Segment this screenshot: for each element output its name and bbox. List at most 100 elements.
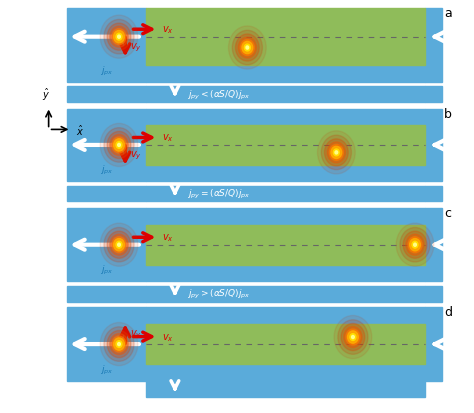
- Ellipse shape: [114, 338, 124, 350]
- Ellipse shape: [114, 140, 124, 152]
- Text: $v_y$: $v_y$: [130, 328, 142, 340]
- Ellipse shape: [335, 152, 337, 154]
- Text: $v_y$: $v_y$: [130, 150, 142, 162]
- Ellipse shape: [400, 228, 430, 262]
- Ellipse shape: [236, 35, 259, 62]
- Text: $j_{px}$: $j_{px}$: [100, 64, 113, 78]
- Text: d: d: [444, 306, 452, 318]
- Text: $v_y$: $v_y$: [130, 42, 142, 54]
- Bar: [146, 209, 425, 225]
- Ellipse shape: [333, 150, 339, 157]
- Ellipse shape: [341, 324, 365, 351]
- Bar: [425, 109, 442, 182]
- Bar: [146, 381, 425, 397]
- Bar: [67, 308, 146, 381]
- Ellipse shape: [114, 239, 124, 251]
- Ellipse shape: [112, 138, 126, 154]
- Ellipse shape: [110, 27, 128, 48]
- Bar: [146, 109, 425, 126]
- Text: $j_{px}$: $j_{px}$: [100, 263, 113, 277]
- Bar: [425, 87, 442, 103]
- Ellipse shape: [116, 341, 122, 348]
- Ellipse shape: [344, 327, 362, 348]
- Bar: [146, 324, 425, 364]
- Ellipse shape: [240, 40, 255, 57]
- Ellipse shape: [104, 327, 134, 361]
- Ellipse shape: [110, 135, 128, 156]
- Text: b: b: [444, 107, 452, 120]
- Ellipse shape: [246, 47, 249, 50]
- Text: $j_{px}$: $j_{px}$: [100, 164, 113, 177]
- Ellipse shape: [112, 336, 126, 352]
- Ellipse shape: [107, 132, 131, 159]
- Ellipse shape: [116, 142, 122, 149]
- Ellipse shape: [245, 45, 250, 52]
- Bar: [146, 66, 425, 83]
- Ellipse shape: [116, 242, 122, 249]
- Bar: [425, 286, 442, 302]
- Ellipse shape: [104, 20, 134, 55]
- Bar: [425, 209, 442, 282]
- Ellipse shape: [100, 16, 138, 59]
- Ellipse shape: [112, 30, 126, 45]
- Ellipse shape: [107, 331, 131, 358]
- Bar: [146, 165, 425, 182]
- Ellipse shape: [118, 36, 120, 39]
- Text: $\hat{x}$: $\hat{x}$: [76, 123, 84, 137]
- Bar: [67, 9, 146, 83]
- Text: $v_x$: $v_x$: [162, 331, 173, 343]
- Ellipse shape: [116, 34, 122, 41]
- Ellipse shape: [408, 237, 422, 253]
- Ellipse shape: [110, 235, 128, 256]
- Text: $\hat{y}$: $\hat{y}$: [43, 86, 51, 102]
- Ellipse shape: [406, 235, 424, 256]
- Ellipse shape: [403, 232, 427, 259]
- Bar: [146, 308, 425, 324]
- Bar: [146, 286, 425, 302]
- Ellipse shape: [412, 242, 418, 249]
- Bar: [67, 87, 146, 103]
- Ellipse shape: [238, 38, 256, 59]
- Ellipse shape: [100, 223, 138, 267]
- Ellipse shape: [228, 27, 266, 70]
- Ellipse shape: [100, 323, 138, 366]
- Text: $j_{px}$: $j_{px}$: [100, 363, 113, 376]
- Ellipse shape: [118, 244, 120, 247]
- Ellipse shape: [396, 223, 434, 267]
- Ellipse shape: [242, 42, 253, 55]
- Ellipse shape: [347, 331, 358, 343]
- Ellipse shape: [334, 316, 372, 359]
- Ellipse shape: [329, 145, 343, 161]
- Ellipse shape: [350, 334, 356, 341]
- Bar: [146, 9, 425, 66]
- Ellipse shape: [114, 31, 124, 44]
- Bar: [146, 225, 425, 265]
- Bar: [67, 109, 146, 182]
- Ellipse shape: [107, 232, 131, 259]
- Text: $j_{py} > (\alpha S/Q)j_{px}$: $j_{py} > (\alpha S/Q)j_{px}$: [187, 287, 251, 301]
- Ellipse shape: [100, 124, 138, 167]
- Text: $v_x$: $v_x$: [162, 24, 173, 36]
- Ellipse shape: [331, 147, 342, 159]
- Ellipse shape: [104, 228, 134, 262]
- Ellipse shape: [110, 334, 128, 355]
- Bar: [146, 265, 425, 282]
- Ellipse shape: [410, 239, 420, 251]
- Bar: [67, 209, 146, 282]
- Bar: [146, 87, 425, 103]
- Bar: [146, 364, 425, 381]
- Text: c: c: [444, 206, 451, 219]
- Bar: [67, 186, 146, 202]
- Bar: [425, 308, 442, 381]
- Text: $j_{py} = (\alpha S/Q)j_{px}$: $j_{py} = (\alpha S/Q)j_{px}$: [187, 188, 251, 201]
- Bar: [146, 186, 425, 202]
- Ellipse shape: [318, 131, 355, 175]
- Ellipse shape: [118, 144, 120, 147]
- Ellipse shape: [118, 343, 120, 346]
- Ellipse shape: [107, 24, 131, 51]
- Text: $v_x$: $v_x$: [162, 132, 173, 144]
- Bar: [67, 286, 146, 302]
- Ellipse shape: [327, 142, 346, 164]
- Text: $j_{py} < (\alpha S/Q)j_{px}$: $j_{py} < (\alpha S/Q)j_{px}$: [187, 88, 251, 102]
- Ellipse shape: [338, 320, 368, 354]
